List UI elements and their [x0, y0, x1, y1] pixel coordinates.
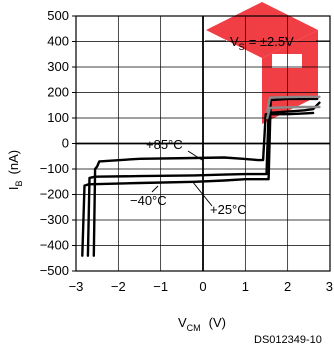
x-tick-label: −3 — [69, 279, 84, 294]
x-tick-label: 2 — [284, 279, 291, 294]
y-tick-label: −500 — [40, 263, 69, 278]
x-tick-label: 0 — [199, 279, 206, 294]
temp-25c-leader — [191, 180, 213, 207]
y-axis-ticks: 500 400 300 200 100 0 −100 −200 −300 −400 −500 — [40, 8, 76, 278]
y-tick-label: 0 — [62, 136, 69, 151]
y-tick-label: 100 — [47, 110, 69, 125]
x-tick-label: 3 — [326, 279, 333, 294]
series-line-5 — [266, 105, 321, 120]
x-axis-title: VCM (V) — [178, 315, 226, 333]
watermark-logo-icon — [206, 2, 318, 124]
x-axis-ticks: −3 −2 −1 0 1 2 3 — [69, 279, 333, 294]
y-axis-title: IB(nA) — [6, 150, 24, 190]
y-tick-label: −400 — [40, 238, 69, 253]
temp-minus40c-leader — [151, 185, 159, 193]
temp-85c-label: +85°C — [146, 137, 183, 152]
x-tick-label: 1 — [242, 279, 249, 294]
y-tick-label: −100 — [40, 161, 69, 176]
y-tick-label: 200 — [47, 85, 69, 100]
series-line-2 — [86, 101, 321, 257]
supply-voltage-label: VS = ±2.5V — [230, 34, 294, 52]
series-line-3 — [92, 111, 315, 257]
zero-axis-lines — [76, 16, 330, 271]
y-tick-label: 500 — [47, 8, 69, 23]
y-tick-label: −300 — [40, 212, 69, 227]
temp-25c-label: +25°C — [210, 202, 247, 217]
data-series — [81, 95, 321, 257]
y-tick-label: 400 — [47, 34, 69, 49]
document-id: DS012349-10 — [254, 334, 322, 345]
temp-minus40c-label: −40°C — [130, 193, 167, 208]
series-line-4 — [266, 95, 321, 113]
temp-85c-leader — [187, 150, 203, 161]
y-tick-label: 300 — [47, 59, 69, 74]
x-tick-label: −1 — [153, 279, 168, 294]
y-tick-label: −200 — [40, 187, 69, 202]
x-tick-label: −2 — [111, 279, 126, 294]
watermark-cutout — [272, 54, 302, 68]
